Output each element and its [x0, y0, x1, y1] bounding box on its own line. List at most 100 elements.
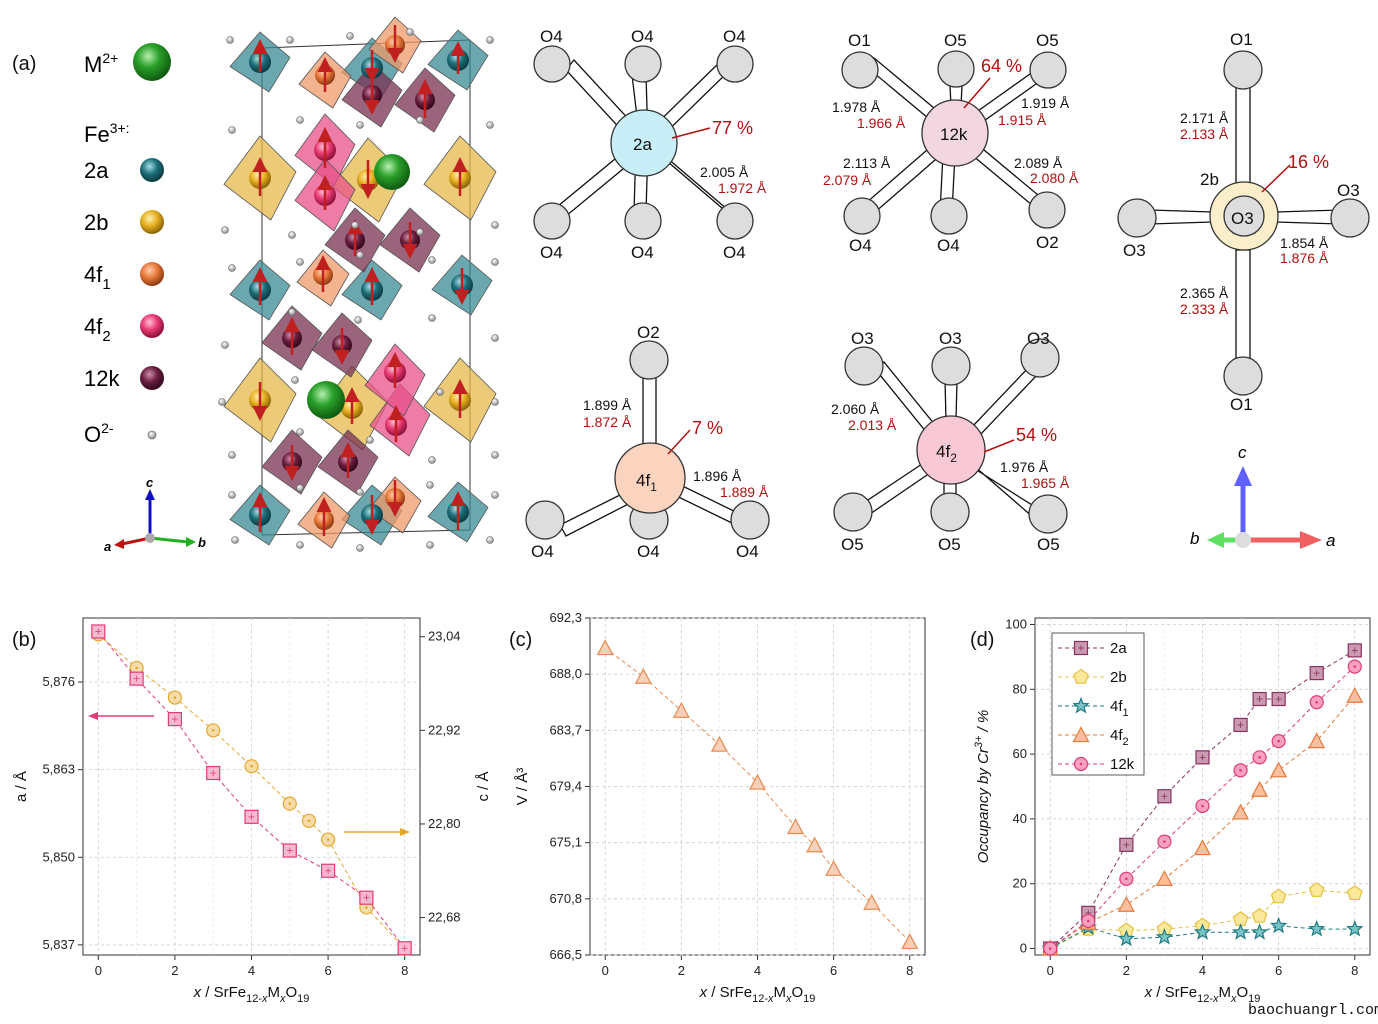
data-point-V — [806, 836, 824, 853]
site-2b-bond-black: 2.365 Å — [1180, 285, 1229, 301]
legend-marker-4f1 — [1072, 696, 1090, 714]
atom-oxygen — [356, 251, 364, 259]
o-ion-label: O2- — [84, 420, 114, 447]
site-legend-label: 2a — [84, 158, 109, 183]
coordination-4f1: 4f1 7 % 1.899 Å 1.872 Å 1.896 Å 1.889 Å … — [525, 323, 770, 561]
data-point-4f1 — [1250, 923, 1269, 940]
left-axis-arrowhead — [88, 712, 98, 720]
site-2b-bond-black: 1.854 Å — [1280, 235, 1329, 251]
site-2b-bond-black: 2.171 Å — [1180, 110, 1229, 126]
atom-oxygen — [286, 36, 294, 44]
site-2a-bond-red: 1.972 Å — [718, 180, 767, 196]
data-point-V — [596, 639, 614, 656]
site-4f1-o-label: O4 — [637, 542, 660, 561]
data-point-4f2 — [1308, 732, 1326, 749]
series-line-4f1 — [1049, 925, 1355, 949]
legend-label: 2a — [1110, 640, 1127, 657]
site-legend-label: 4f2 — [84, 314, 111, 345]
panel-label-d: (d) — [970, 629, 994, 651]
site-4f2-bond-black: 1.976 Å — [1000, 459, 1049, 475]
coordination-2a: 2a 77 % 2.005 Å 1.972 Å O4 O4 O4 O4 O4 O… — [533, 27, 767, 262]
m-ion-sphere-icon — [133, 43, 171, 81]
atom-oxygen — [356, 121, 364, 129]
coordination-diagrams: 2a 77 % 2.005 Å 1.972 Å O4 O4 O4 O4 O4 O… — [525, 27, 1370, 561]
coordination-2b: O3 2b 16 % 2.171 Å 2.133 Å 1.854 Å 1.876… — [1117, 30, 1370, 414]
site-4f1-bond-black: 1.899 Å — [583, 397, 632, 413]
atom-oxygen — [228, 491, 236, 499]
data-point-V — [901, 933, 919, 950]
atom-oxygen — [428, 314, 436, 322]
legend-marker-2b — [1073, 668, 1089, 684]
data-point-2b — [1251, 907, 1268, 923]
atom-oxygen — [491, 451, 499, 459]
site-2b-occupancy: 16 % — [1288, 152, 1329, 172]
atom-m — [307, 381, 345, 419]
site-12k-sphere-icon — [140, 366, 164, 390]
data-point-12k-dot — [1315, 700, 1319, 704]
fe-ion-label: Fe3+: — [84, 120, 130, 147]
x-tick-label: 6 — [1275, 963, 1282, 978]
site-12k-bond-red: 1.966 Å — [857, 115, 906, 131]
site-2b-sphere-icon — [140, 210, 164, 234]
y-tick-label: 40 — [1013, 811, 1027, 826]
atom-oxygen — [226, 36, 234, 44]
atom-oxygen — [491, 491, 499, 499]
site-2a-center: 2a — [633, 135, 652, 154]
site-4f1-o-label: O2 — [637, 323, 660, 342]
site-4f1-center: 4f1 — [636, 471, 657, 494]
site-2a-o-label: O4 — [723, 243, 746, 262]
axis-a-label: a — [104, 539, 111, 554]
site-4f2-center: 4f2 — [936, 442, 957, 465]
data-point-c-dot — [250, 764, 253, 768]
data-point-4f2 — [1232, 803, 1250, 820]
y-tick-label: 5,837 — [42, 937, 75, 952]
site-4f2-o-label: O5 — [1037, 535, 1060, 554]
series-line-2a — [1049, 649, 1356, 949]
chart-lattice-parameters: 0 2 4 6 8 5,837 5,850 5,863 5,876 x / SrFe12-xMxO… — [13, 617, 492, 1005]
axis-b-label: b — [198, 535, 206, 550]
data-point-12k-dot — [1125, 877, 1128, 881]
atom-oxygen — [228, 126, 236, 134]
y-tick-label: 100 — [1005, 616, 1027, 631]
data-point-4f1 — [1269, 916, 1288, 934]
site-4f1-o-label: O4 — [736, 542, 759, 561]
watermark: baochuangrl.com — [1248, 1002, 1378, 1019]
site-2b-bond-red: 2.333 Å — [1180, 301, 1229, 317]
y-tick-label: 670,8 — [549, 891, 582, 906]
x-tick-label: 4 — [248, 963, 255, 978]
data-point-12k-dot — [1048, 947, 1052, 950]
data-point-c-dot — [211, 729, 215, 732]
atom-oxygen — [406, 28, 414, 36]
x-tick-label: 8 — [401, 963, 408, 978]
atom-m — [374, 154, 410, 190]
site-2a-sphere-icon — [140, 158, 164, 182]
x-axis-label: x / SrFe12-xMxO19 — [1144, 984, 1261, 1005]
x-tick-label: 2 — [1123, 963, 1130, 978]
site-2a-o-label: O4 — [631, 27, 654, 46]
data-point-V — [787, 818, 805, 835]
axis-b-label-right: b — [1190, 529, 1199, 548]
y-right-tick-label: 22,80 — [428, 816, 461, 831]
data-point-V — [710, 735, 728, 752]
data-point-4f2 — [1117, 896, 1135, 912]
data-point-12k-dot — [1277, 739, 1280, 743]
atom-oxygen — [366, 436, 374, 444]
site-12k-bond-black: 1.919 Å — [1021, 95, 1070, 111]
legend-label: 4f1 — [1110, 698, 1129, 719]
site-2a-occupancy: 77 % — [712, 118, 753, 138]
chart-cell-volume: 0 2 4 6 8 666,5 670,8 675,1 679,4 683,7 688,0 692,3… — [514, 610, 926, 1005]
y-tick-label: 666,5 — [549, 947, 582, 962]
y-tick-label: 675,1 — [549, 835, 582, 850]
legend-label: 2b — [1110, 669, 1127, 686]
site-2a-bond-black: 2.005 Å — [700, 164, 749, 180]
site-4f1-occupancy: 7 % — [692, 418, 723, 438]
right-axis-arrowhead — [400, 828, 410, 836]
data-point-4f2 — [1251, 780, 1269, 797]
site-2b-o-label: O1 — [1230, 30, 1253, 49]
y-tick-label: 688,0 — [549, 666, 582, 681]
atom-oxygen — [228, 451, 236, 459]
atom-oxygen — [491, 221, 499, 229]
data-point-V — [748, 773, 767, 790]
site-4f2-o-label: O3 — [1027, 329, 1050, 348]
site-2a-o-label: O4 — [540, 27, 563, 46]
